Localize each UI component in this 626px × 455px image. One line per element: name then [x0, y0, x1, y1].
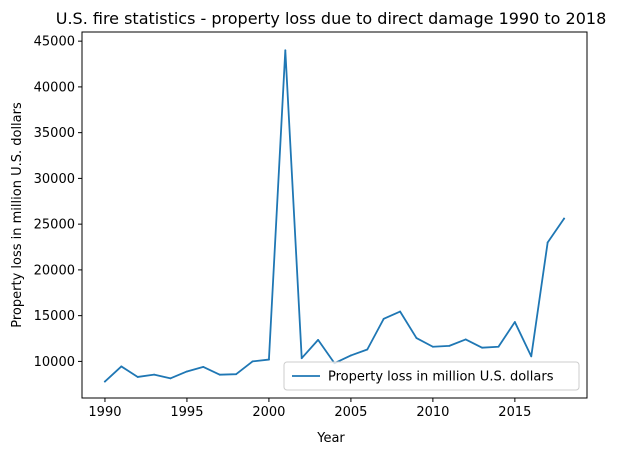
x-axis-label: Year: [316, 431, 345, 446]
data-point: [497, 345, 500, 348]
data-point: [251, 360, 254, 363]
data-point: [120, 365, 123, 368]
x-tick-label: 2005: [334, 405, 367, 420]
legend-box: [283, 361, 580, 391]
y-tick-label: 35000: [34, 126, 75, 141]
series-line: [103, 49, 566, 383]
data-point: [563, 217, 565, 220]
data-point: [464, 338, 467, 341]
y-tick-label: 10000: [34, 355, 75, 370]
x-tick-label: 2010: [416, 405, 449, 420]
data-point: [300, 357, 303, 360]
y-tick-label: 45000: [34, 35, 75, 50]
data-point: [431, 345, 434, 348]
data-point: [448, 344, 451, 347]
y-axis-label: Property loss in million U.S. dollars: [10, 102, 25, 328]
data-point: [530, 355, 533, 358]
plot-frame: [81, 31, 588, 399]
y-tick-label: 20000: [34, 263, 75, 278]
chart-title: U.S. fire statistics - property loss due…: [56, 9, 607, 28]
data-point: [186, 370, 188, 373]
data-point: [415, 337, 418, 339]
data-point: [202, 365, 205, 368]
data-point: [546, 241, 549, 244]
x-tick-label: 1990: [88, 405, 121, 420]
legend-label: Property loss in million U.S. dollars: [328, 370, 554, 385]
y-tick-label: 25000: [34, 218, 75, 233]
data-point: [268, 358, 270, 361]
data-point: [399, 310, 401, 313]
x-tick-label: 1995: [170, 405, 203, 420]
data-point: [349, 354, 352, 357]
data-point: [366, 348, 369, 351]
data-point: [153, 373, 156, 376]
data-point: [513, 321, 516, 323]
legend: Property loss in million U.S. dollars: [283, 361, 580, 391]
data-point: [136, 376, 139, 378]
data-point: [481, 346, 483, 349]
plot-area: [103, 49, 566, 383]
data-point: [317, 338, 320, 341]
x-tick-label: 2015: [498, 405, 531, 420]
data-point: [284, 49, 287, 52]
data-point: [169, 377, 172, 380]
y-tick-label: 15000: [34, 309, 75, 324]
x-tick-label: 2000: [252, 405, 285, 420]
y-tick-label: 40000: [34, 80, 75, 95]
data-point: [218, 373, 221, 376]
y-tick-label: 30000: [34, 172, 75, 187]
data-point: [235, 373, 238, 376]
data-point: [104, 380, 106, 383]
data-point: [382, 317, 385, 320]
